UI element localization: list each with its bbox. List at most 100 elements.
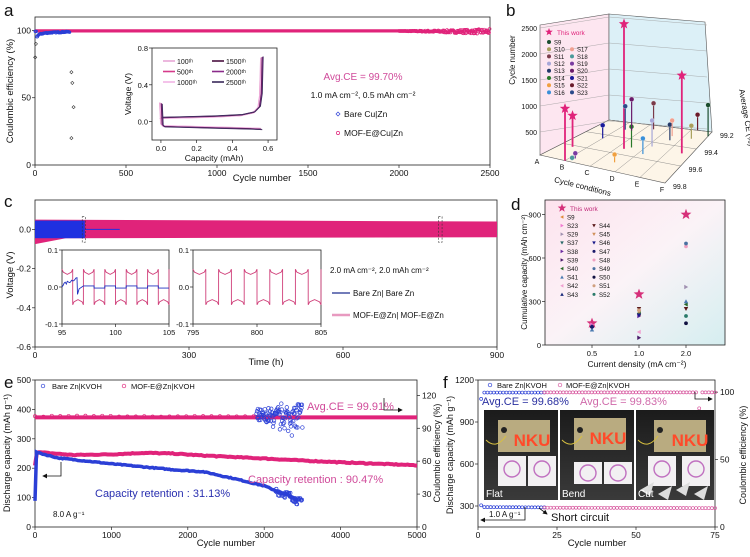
bare-ce-outlier <box>71 105 76 110</box>
reference-point <box>651 100 657 106</box>
legend-label: S40 <box>567 266 579 273</box>
retention-mof-annotation: Capacity retention : 90.47% <box>248 474 383 486</box>
bare-ce-point <box>291 418 296 424</box>
zoom-region-box <box>438 216 443 243</box>
x-tick-label: 50 <box>631 530 641 540</box>
mof-capacity-point <box>665 506 670 510</box>
panel-f: 0 25 50 75 300 600 900 1200 0 50 100 Bare Zn|KVOH MO… <box>445 375 748 549</box>
legend-marker <box>592 284 596 288</box>
bare-ce-point <box>258 417 263 423</box>
bare-capacity-point <box>495 505 499 510</box>
legend-label: S23 <box>567 223 579 230</box>
y-tick-label: 99.8 <box>673 184 687 191</box>
mof-ce-point <box>615 390 619 395</box>
legend-label: S11 <box>554 55 565 61</box>
legend-label: S9 <box>567 214 575 221</box>
bare-ce-outlier <box>33 55 38 60</box>
legend-marker <box>570 83 574 88</box>
mof-ce-point <box>637 390 642 395</box>
y-tick-label: -0.6 <box>16 342 31 352</box>
bare-capacity-point <box>510 505 515 510</box>
mof-capacity-point <box>545 505 550 510</box>
y-tick-label: 1200 <box>455 375 474 385</box>
mof-capacity-point <box>605 505 610 510</box>
bare-ce-point <box>262 407 267 412</box>
x-tick-label: 1500 <box>299 168 318 178</box>
bare-ce-outlier <box>70 80 75 85</box>
led-sign: NKU <box>514 431 551 450</box>
led-board <box>654 420 706 452</box>
mof-ce-point <box>475 31 479 36</box>
photo-label: Cut <box>638 489 654 500</box>
mof-ce-point <box>586 390 591 395</box>
y-tick-label: 100 <box>720 387 734 397</box>
plot-frame <box>34 199 498 348</box>
inset-charge-curve <box>162 56 264 118</box>
x-axis-label: Time (h) <box>248 357 283 368</box>
legend-label: S19 <box>577 62 588 68</box>
legend-label: S37 <box>567 240 579 247</box>
floor-grid-line <box>639 129 692 178</box>
rate-annotation: 1.0 A g⁻¹ <box>489 510 521 519</box>
panel-letter: c <box>4 192 13 211</box>
inset-legend-label: 2000ᵗʰ <box>226 70 246 77</box>
z-tick-label: 2000 <box>521 52 537 59</box>
bare-ce-outlier <box>69 136 74 141</box>
x-axis-label: Cycle number <box>197 538 256 549</box>
floor-grid-line <box>562 143 681 167</box>
bare-ce-point <box>270 424 276 429</box>
bare-ce-point <box>488 390 493 395</box>
mof-capacity-point <box>580 505 585 510</box>
mof-capacity-point <box>570 505 575 510</box>
bare-ce-point <box>271 418 277 423</box>
panel-letter: b <box>506 1 515 20</box>
x-tick-label: 2000 <box>178 530 197 540</box>
legend-marker <box>560 266 564 271</box>
wall-grid-line <box>539 94 610 107</box>
bare-capacity-point <box>526 505 531 510</box>
mof-ce-point <box>640 390 645 395</box>
z-axis-label: Cycle number <box>508 35 517 85</box>
bare-ce-point <box>288 418 293 423</box>
reference-point <box>649 117 655 124</box>
rate-annotation: 8.0 A g⁻¹ <box>53 510 85 519</box>
mof-ce-point <box>577 390 581 395</box>
mof-ce-point <box>564 390 569 395</box>
mof-ce-point <box>558 390 563 395</box>
x-tick-label: 1000 <box>208 168 227 178</box>
x-tick-label: 0 <box>33 530 38 540</box>
mof-ce-point <box>703 390 708 395</box>
wall-grid-line <box>539 68 610 81</box>
bare-capacity-point <box>533 505 537 510</box>
legend-marker <box>560 249 564 254</box>
y-tick-label: 30 <box>422 489 432 499</box>
bare-ce-outlier <box>33 41 38 46</box>
mof-ce-point <box>589 390 594 395</box>
legend-marker <box>560 275 564 279</box>
mof-ce-point <box>486 31 491 35</box>
y-axis-label: Cumulative capacity (mAh cm⁻²) <box>520 214 529 330</box>
mof-capacity-point <box>612 506 616 510</box>
legend-marker <box>560 232 564 236</box>
bare-ce-point <box>289 433 295 438</box>
x-tick-label: 105 <box>163 328 176 337</box>
mof-capacity-point <box>668 506 673 510</box>
mof-ce-point <box>653 390 657 395</box>
cut-piece <box>694 486 708 500</box>
legend-label-mof: MOF-E@Zn|KVOH <box>131 382 195 391</box>
mof-voltage-band <box>35 219 497 245</box>
mof-ce-point <box>612 390 616 395</box>
bare-capacity-point <box>520 505 525 510</box>
photo-cut: NKU Cut <box>636 410 714 500</box>
mof-capacity-point <box>615 506 619 510</box>
this-work-star <box>676 69 687 80</box>
mof-capacity-point <box>687 506 692 510</box>
legend-marker-bare <box>487 382 493 388</box>
legend-marker <box>570 47 574 52</box>
legend-marker <box>560 284 564 288</box>
mof-capacity-point <box>602 505 607 510</box>
wall-grid-line <box>539 42 610 55</box>
plot-frame <box>34 16 491 166</box>
bare-ce-point <box>514 390 518 395</box>
